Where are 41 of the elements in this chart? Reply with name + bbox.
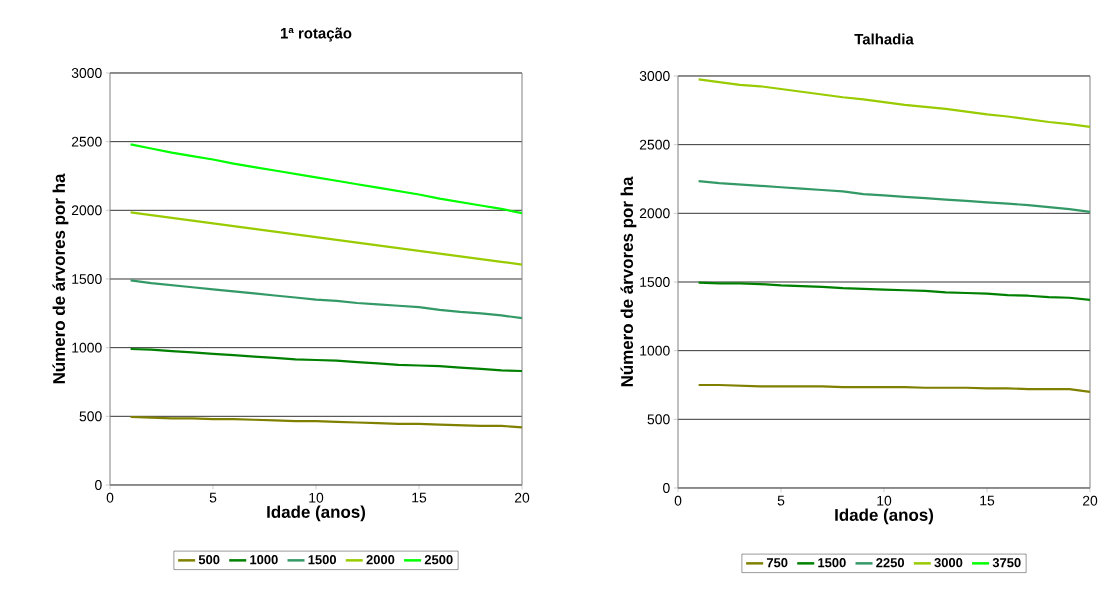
legend-label: 1500 [818, 558, 846, 568]
y-tick-label: 1000 [640, 345, 670, 356]
y-tick-label: 2000 [639, 208, 670, 219]
x-axis-title: Idade (anos) [835, 508, 934, 525]
y-tick-label: 1500 [640, 277, 670, 287]
x-tick-label: 0 [106, 492, 114, 503]
y-tick-label: 3000 [639, 71, 670, 81]
y-tick-label: 0 [95, 480, 102, 490]
legend-label: 2500 [424, 555, 453, 565]
legend-label: 1000 [250, 555, 278, 565]
legend-label: 3750 [992, 558, 1021, 568]
x-tick-label: 10 [877, 495, 892, 506]
y-axis-title: Número de árvores por ha [620, 176, 637, 387]
y-tick-label: 1500 [72, 274, 102, 284]
y-tick-label: 1000 [72, 342, 102, 353]
y-axis-title: Número de árvores por ha [52, 173, 69, 384]
y-tick-label: 2500 [71, 136, 102, 147]
legend-label: 2250 [876, 558, 905, 568]
y-tick-label: 2000 [71, 205, 102, 216]
legend-label: 750 [766, 558, 788, 568]
legend-label: 3000 [934, 558, 963, 568]
x-tick-label: 10 [309, 492, 324, 503]
x-tick-label: 20 [1082, 495, 1098, 506]
x-tick-label: 5 [209, 492, 217, 503]
x-tick-label: 0 [674, 495, 682, 506]
y-tick-label: 3000 [71, 68, 102, 78]
chart-title: 1ª rotação [280, 27, 352, 42]
y-tick-label: 2500 [639, 139, 670, 150]
y-tick-label: 0 [663, 483, 670, 493]
x-tick-label: 5 [777, 495, 785, 506]
legend-label: 1500 [308, 555, 337, 565]
y-tick-label: 500 [647, 414, 670, 425]
x-axis-title: Idade (anos) [267, 505, 366, 522]
line-series [129, 347, 524, 373]
y-tick-label: 500 [79, 411, 102, 422]
x-tick-label: 15 [980, 495, 995, 506]
chart-title: Talhadia [854, 33, 914, 45]
x-tick-label: 20 [514, 492, 530, 503]
x-tick-label: 15 [412, 492, 427, 503]
legend-label: 500 [198, 555, 220, 565]
legend-label: 2000 [366, 555, 395, 565]
